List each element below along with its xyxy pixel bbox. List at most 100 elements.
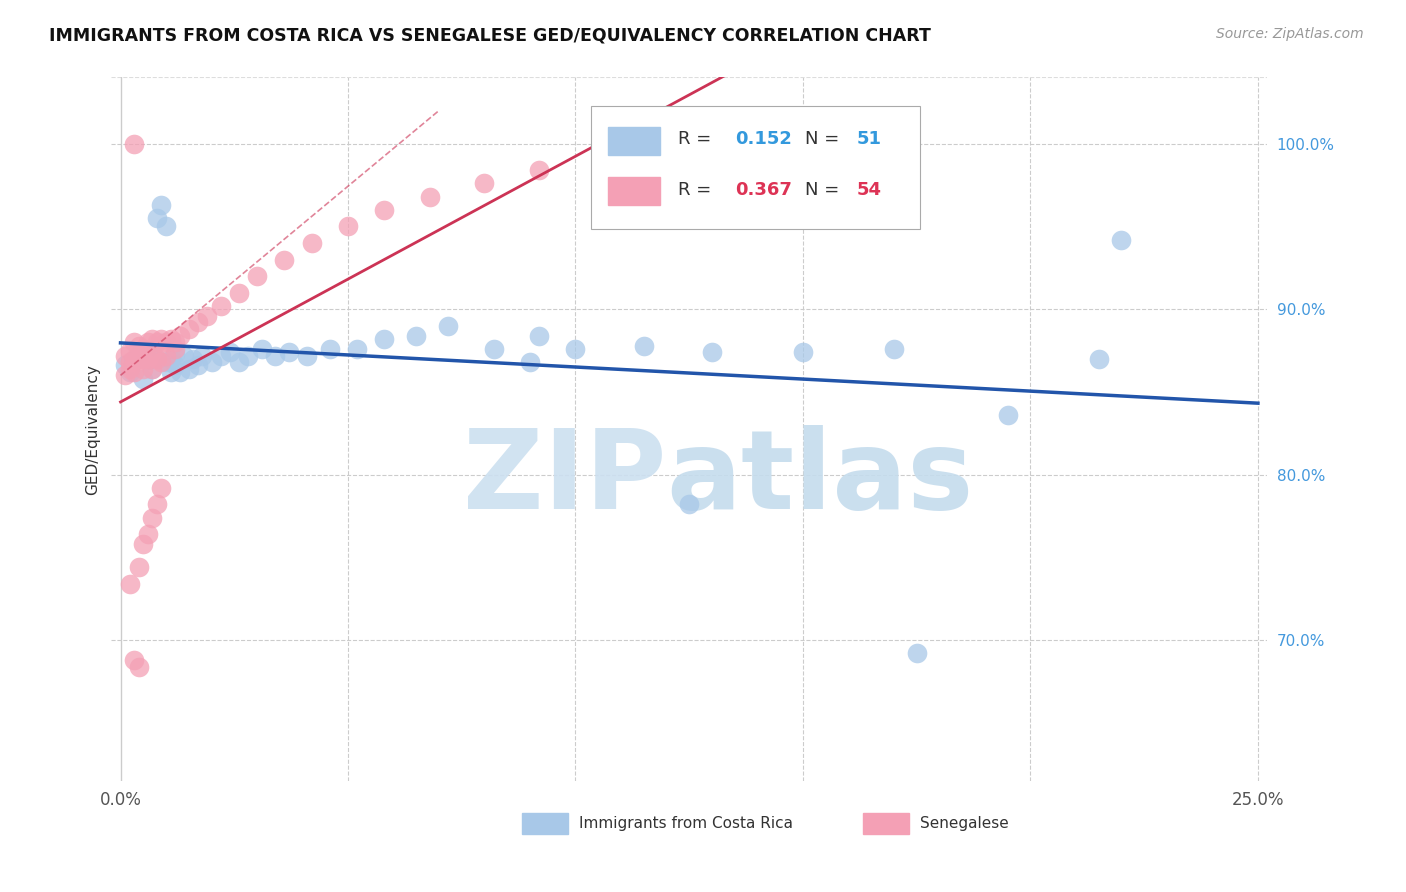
Point xyxy=(146,351,169,366)
Point xyxy=(132,361,155,376)
Point xyxy=(1111,233,1133,247)
Point xyxy=(218,345,240,359)
Text: 0.152: 0.152 xyxy=(735,130,793,148)
Point xyxy=(150,355,173,369)
Point xyxy=(146,211,169,226)
Point xyxy=(273,252,295,267)
Point xyxy=(155,349,177,363)
Point xyxy=(141,332,163,346)
Text: N =: N = xyxy=(804,130,845,148)
Point xyxy=(527,328,550,343)
Point xyxy=(159,332,181,346)
Point xyxy=(159,365,181,379)
Point xyxy=(114,349,136,363)
Y-axis label: GED/Equivalency: GED/Equivalency xyxy=(86,364,100,494)
Point xyxy=(373,202,395,217)
Point xyxy=(165,347,187,361)
Point xyxy=(264,349,287,363)
Point xyxy=(136,351,159,366)
Point xyxy=(246,268,269,283)
Point xyxy=(200,355,222,369)
Point xyxy=(997,408,1019,422)
Point xyxy=(132,342,155,356)
Point xyxy=(564,342,586,356)
Point xyxy=(527,163,550,178)
Point xyxy=(128,560,150,574)
Point xyxy=(132,342,155,356)
Point xyxy=(592,153,614,168)
Point xyxy=(236,349,259,363)
Point xyxy=(128,351,150,366)
Point xyxy=(141,510,163,524)
Point xyxy=(146,335,169,350)
Point xyxy=(141,349,163,363)
Point xyxy=(187,359,209,373)
Text: R =: R = xyxy=(678,181,717,199)
Point xyxy=(155,335,177,350)
Bar xyxy=(609,178,661,205)
Text: R =: R = xyxy=(678,130,717,148)
Point xyxy=(118,577,141,591)
Point xyxy=(118,365,141,379)
Point xyxy=(209,349,232,363)
Point xyxy=(301,235,323,250)
Point xyxy=(228,285,250,300)
Point xyxy=(277,345,299,359)
Point xyxy=(155,355,177,369)
Point xyxy=(165,335,187,350)
Point xyxy=(122,335,145,350)
Point xyxy=(155,219,177,234)
Point xyxy=(419,189,441,203)
Point xyxy=(150,481,173,495)
Point xyxy=(177,322,200,336)
Text: N =: N = xyxy=(804,181,845,199)
Text: 51: 51 xyxy=(856,130,882,148)
Point xyxy=(122,136,145,151)
Point xyxy=(141,345,163,359)
Text: atlas: atlas xyxy=(666,425,973,532)
Point xyxy=(150,198,173,212)
Point xyxy=(146,351,169,366)
Point xyxy=(191,349,214,363)
Point xyxy=(228,355,250,369)
Point xyxy=(132,537,155,551)
Point xyxy=(482,342,505,356)
Point xyxy=(132,372,155,386)
Text: Source: ZipAtlas.com: Source: ZipAtlas.com xyxy=(1216,27,1364,41)
Point xyxy=(905,647,928,661)
Point xyxy=(146,498,169,512)
Point xyxy=(136,335,159,350)
Point xyxy=(159,351,181,366)
Point xyxy=(437,318,460,333)
Point xyxy=(136,353,159,368)
Point xyxy=(700,345,723,359)
Point xyxy=(883,342,905,356)
Point xyxy=(195,309,218,323)
Bar xyxy=(522,813,568,834)
Point xyxy=(128,338,150,352)
Point xyxy=(792,345,814,359)
Text: IMMIGRANTS FROM COSTA RICA VS SENEGALESE GED/EQUIVALENCY CORRELATION CHART: IMMIGRANTS FROM COSTA RICA VS SENEGALESE… xyxy=(49,27,931,45)
Text: ZIP: ZIP xyxy=(463,425,666,532)
Point xyxy=(177,361,200,376)
Text: Senegalese: Senegalese xyxy=(921,815,1010,830)
Point xyxy=(122,653,145,667)
Bar xyxy=(609,127,661,155)
Point xyxy=(181,351,204,366)
Text: 0.367: 0.367 xyxy=(735,181,793,199)
Point xyxy=(1087,351,1109,366)
Point xyxy=(655,143,678,157)
Point xyxy=(319,342,342,356)
Point xyxy=(118,343,141,358)
Point xyxy=(250,342,273,356)
Point xyxy=(169,365,191,379)
Point xyxy=(136,527,159,541)
Bar xyxy=(862,813,908,834)
Text: 54: 54 xyxy=(856,181,882,199)
Point xyxy=(474,177,496,191)
Point xyxy=(747,136,769,151)
Point xyxy=(173,349,195,363)
Point xyxy=(150,332,173,346)
Point xyxy=(118,361,141,376)
Point xyxy=(373,332,395,346)
